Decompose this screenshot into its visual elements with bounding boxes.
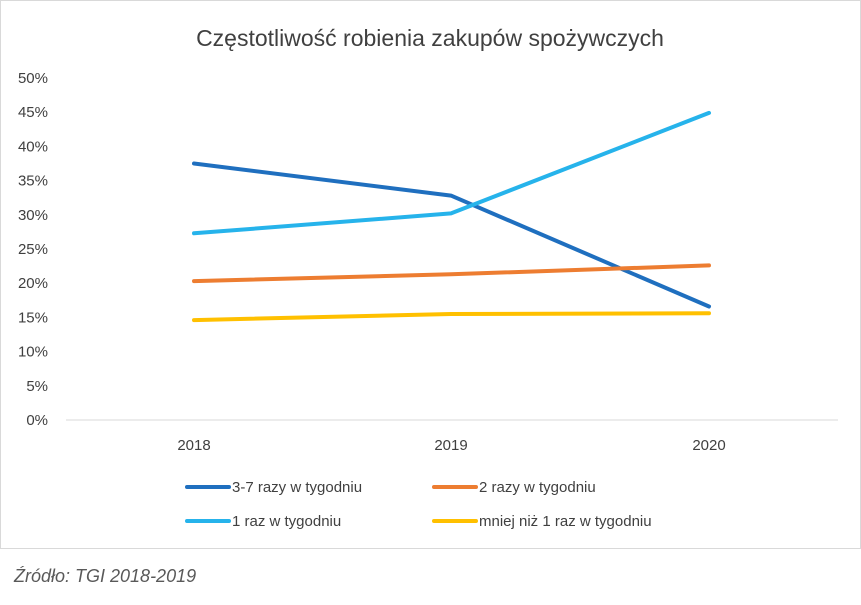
- y-tick-label: 20%: [18, 275, 48, 292]
- y-tick-label: 25%: [18, 241, 48, 258]
- y-tick-label: 15%: [18, 309, 48, 326]
- x-tick-label: 2019: [434, 437, 467, 454]
- series-line: [192, 110, 711, 236]
- legend-label: 1 raz w tygodniu: [232, 513, 341, 530]
- legend-label: 3-7 razy w tygodniu: [232, 479, 362, 496]
- y-tick-label: 10%: [18, 344, 48, 361]
- series-line: [192, 161, 711, 309]
- y-tick-label: 35%: [18, 173, 48, 190]
- legend-label: mniej niż 1 raz w tygodniu: [479, 513, 652, 530]
- series-line: [192, 263, 711, 284]
- y-tick-label: 45%: [18, 104, 48, 121]
- series-line: [192, 311, 711, 323]
- x-axis: 2018 2019 2020: [177, 437, 725, 454]
- y-tick-label: 40%: [18, 138, 48, 155]
- chart-title: Częstotliwość robienia zakupów spożywczy…: [196, 25, 664, 51]
- y-tick-label: 30%: [18, 207, 48, 224]
- line-chart: Częstotliwość robienia zakupów spożywczy…: [18, 25, 838, 530]
- y-tick-label: 50%: [18, 70, 48, 87]
- legend-label: 2 razy w tygodniu: [479, 479, 596, 496]
- source-note: Źródło: TGI 2018-2019: [14, 566, 197, 586]
- x-tick-label: 2020: [692, 437, 725, 454]
- y-tick-label: 0%: [26, 412, 48, 429]
- y-axis: 0% 5% 10% 15% 20% 25% 30% 35% 40% 45% 50%: [18, 70, 48, 429]
- x-tick-label: 2018: [177, 437, 210, 454]
- legend: 3-7 razy w tygodniu 2 razy w tygodniu 1 ra…: [185, 479, 652, 530]
- plot-area: [192, 110, 711, 323]
- y-tick-label: 5%: [26, 378, 48, 395]
